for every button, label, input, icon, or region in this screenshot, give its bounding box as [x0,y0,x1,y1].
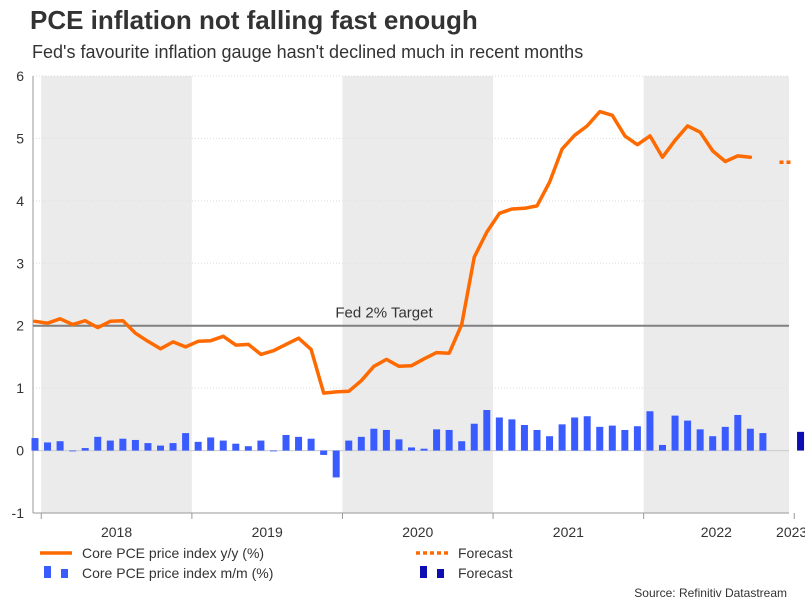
y-tick-label: 2 [16,318,24,334]
x-tick-label: 2020 [402,524,433,540]
bar [182,433,190,451]
legend-bar-label: Core PCE price index m/m (%) [82,565,273,581]
bar [483,409,491,451]
bar [596,426,604,451]
chart-title: PCE inflation not falling fast enough [30,5,478,35]
bar [621,429,629,451]
bar [558,424,566,451]
yy-line [33,109,753,395]
bar [144,443,152,451]
bar [169,443,177,451]
bar [495,417,503,451]
bar [69,450,77,452]
bar [244,446,252,451]
x-axis: 2018 2019 2020 2021 2022 2023 [33,512,805,540]
bar [370,428,378,451]
x-tick-label: 2018 [101,524,132,540]
legend: Core PCE price index y/y (%) Forecast Co… [40,545,513,581]
bar [445,429,453,451]
legend-bar-forecast-swatch-1 [420,566,427,578]
bar [734,414,742,451]
shade-2018 [41,76,192,513]
legend-bar-forecast-label: Forecast [458,565,513,581]
bar [56,441,64,451]
bar [721,426,729,451]
bar [671,415,679,451]
x-tick-label: 2019 [252,524,283,540]
bar [746,428,754,451]
bar [207,437,215,451]
chart-subtitle: Fed's favourite inflation gauge hasn't d… [32,42,584,62]
y-axis: -1 0 1 2 3 4 5 6 [12,68,34,521]
bar [332,450,340,478]
bar [470,423,478,451]
y-tick-label: 0 [16,443,24,459]
bar [131,439,139,451]
bar [571,417,579,451]
y-tick-label: 1 [16,380,24,396]
bar [395,439,403,451]
bar [646,411,654,451]
bar [94,436,102,451]
bar [345,440,353,451]
bar [31,438,39,451]
yy-lines [33,109,792,395]
bar [282,434,290,451]
bar [232,443,240,451]
legend-line-label: Core PCE price index y/y (%) [82,545,264,561]
bar [106,440,114,451]
y-tick-label: 3 [16,255,24,271]
bar [44,442,52,451]
legend-line-forecast-label: Forecast [458,545,513,561]
bar [659,444,666,451]
bar [696,429,704,451]
bar [295,436,303,451]
legend-bar-swatch-2 [61,569,68,578]
legend-bar-swatch-1 [44,566,51,578]
bar-forecast [797,431,805,451]
x-tick-label: 2022 [701,524,732,540]
bar [81,448,89,451]
bar [533,429,541,451]
bar [546,436,554,451]
y-tick-label: -1 [12,505,25,521]
bar [307,438,315,451]
shade-2020 [342,76,494,513]
target-label: Fed 2% Target [335,305,433,322]
bar [269,450,277,452]
bar [433,429,441,451]
bar [759,433,767,451]
bar [257,440,265,451]
bar [157,445,164,451]
bar [357,436,365,451]
y-tick-label: 5 [16,130,24,146]
bar [684,420,692,451]
y-tick-label: 6 [16,68,24,84]
target-line-group: Fed 2% Target [33,305,789,327]
bar [408,447,415,451]
x-tick-label: 2021 [553,524,584,540]
bar [520,424,528,451]
bar [194,441,202,451]
bar [458,441,466,451]
bar [420,448,428,451]
bar [508,419,516,451]
bar [219,440,227,451]
source-note: Source: Refinitiv Datastream [634,586,787,600]
bar [382,429,390,451]
legend-bar-forecast-swatch-2 [437,569,444,578]
bar [709,436,717,451]
bar [608,425,616,451]
bar [633,426,641,451]
y-tick-label: 4 [16,193,24,209]
bar [583,416,591,451]
mm-bars [31,409,805,478]
x-tick-label: 2023 [776,524,805,540]
bar [320,450,328,455]
bar [119,438,127,451]
